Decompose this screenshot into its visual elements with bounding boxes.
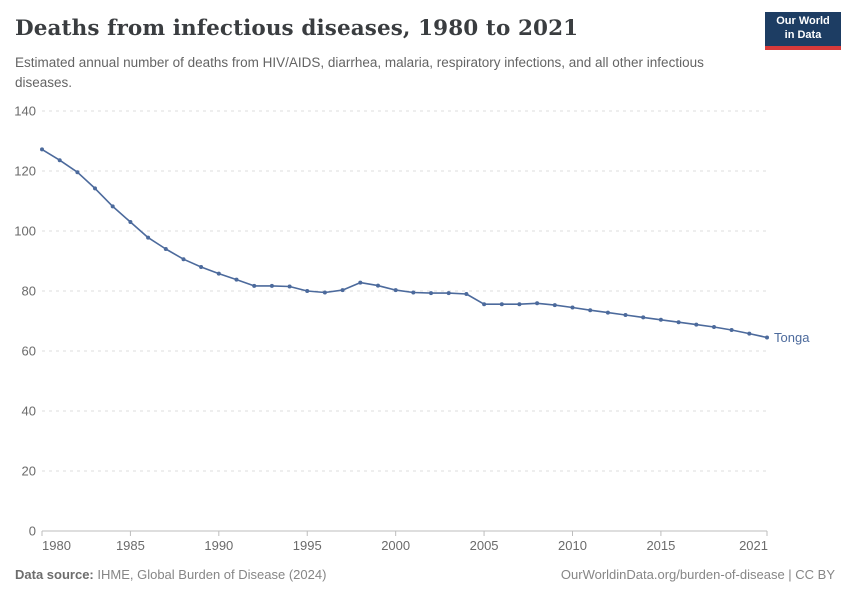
data-point[interactable] — [75, 170, 80, 175]
page-title: Deaths from infectious diseases, 1980 to… — [15, 16, 579, 41]
data-point[interactable] — [216, 271, 221, 276]
data-point[interactable] — [40, 147, 44, 152]
y-tick-label-60: 60 — [22, 344, 36, 359]
data-point[interactable] — [535, 301, 540, 306]
data-point[interactable] — [146, 235, 151, 240]
data-point[interactable] — [676, 320, 681, 325]
data-point[interactable] — [499, 302, 504, 307]
data-source-label: Data source: — [15, 567, 94, 582]
owid-logo[interactable]: Our World in Data — [765, 12, 841, 50]
data-source: Data source: IHME, Global Burden of Dise… — [15, 567, 326, 582]
y-tick-label-100: 100 — [14, 224, 36, 239]
data-point[interactable] — [128, 220, 133, 224]
data-point[interactable] — [340, 288, 345, 293]
data-point[interactable] — [641, 315, 646, 320]
chart-subtitle: Estimated annual number of deaths from H… — [15, 55, 704, 91]
x-tick-label-1985: 1985 — [116, 538, 145, 553]
y-tick-label-20: 20 — [22, 464, 36, 479]
data-point[interactable] — [570, 305, 575, 310]
data-point[interactable] — [393, 288, 398, 293]
series-label-tonga: Tonga — [774, 330, 810, 345]
data-point[interactable] — [712, 325, 716, 329]
data-point[interactable] — [411, 290, 416, 295]
data-point[interactable] — [517, 302, 522, 307]
data-point[interactable] — [729, 328, 734, 332]
data-point[interactable] — [287, 284, 292, 289]
data-point[interactable] — [269, 283, 274, 288]
data-point[interactable] — [658, 317, 663, 322]
x-tick-label-1980: 1980 — [42, 538, 71, 553]
data-point[interactable] — [588, 308, 593, 313]
y-tick-label-0: 0 — [29, 524, 36, 539]
data-point[interactable] — [623, 313, 628, 317]
owid-logo-line2: in Data — [784, 29, 822, 41]
owid-logo-line1: Our World — [776, 15, 830, 28]
series-line-tonga[interactable] — [41, 148, 768, 339]
x-tick-label-2010: 2010 — [558, 538, 587, 553]
data-point[interactable] — [552, 303, 557, 308]
data-point[interactable] — [305, 289, 310, 293]
y-tick-label-40: 40 — [22, 404, 36, 419]
x-tick-label-2015: 2015 — [646, 538, 675, 553]
data-point[interactable] — [322, 290, 327, 295]
data-point[interactable] — [110, 204, 115, 209]
y-tick-label-140: 140 — [14, 104, 36, 119]
data-source-text: IHME, Global Burden of Disease (2024) — [93, 567, 327, 582]
owid-citation-link[interactable]: OurWorldinData.org/burden-of-disease | C… — [560, 567, 835, 582]
data-point[interactable] — [605, 310, 610, 315]
data-point[interactable] — [199, 265, 204, 269]
x-tick-label-2000: 2000 — [381, 538, 410, 553]
data-point[interactable] — [694, 322, 699, 327]
y-tick-label-80: 80 — [22, 284, 36, 299]
x-tick-label-1995: 1995 — [293, 538, 322, 553]
data-point[interactable] — [376, 283, 380, 288]
chart-footer: Data source: IHME, Global Burden of Dise… — [15, 567, 835, 582]
data-point[interactable] — [234, 277, 239, 282]
x-tick-label-1990: 1990 — [204, 538, 233, 553]
data-point[interactable] — [163, 247, 168, 251]
data-point[interactable] — [358, 280, 363, 285]
data-point[interactable] — [446, 291, 451, 296]
y-tick-label-120: 120 — [14, 164, 36, 179]
data-point[interactable] — [57, 158, 62, 163]
x-tick-label-2021: 2021 — [739, 538, 768, 553]
data-point[interactable] — [181, 257, 186, 262]
data-point[interactable] — [747, 331, 752, 336]
x-tick-label-2005: 2005 — [470, 538, 499, 553]
data-point[interactable] — [464, 292, 469, 296]
data-point[interactable] — [93, 186, 97, 191]
data-point[interactable] — [429, 291, 433, 296]
data-point[interactable] — [765, 335, 769, 340]
data-point[interactable] — [482, 302, 487, 307]
data-point[interactable] — [252, 283, 257, 288]
line-chart[interactable]: 0 20 40 60 80 100 120 140 1980 1985 1990 1995 2000 20… — [0, 95, 850, 560]
